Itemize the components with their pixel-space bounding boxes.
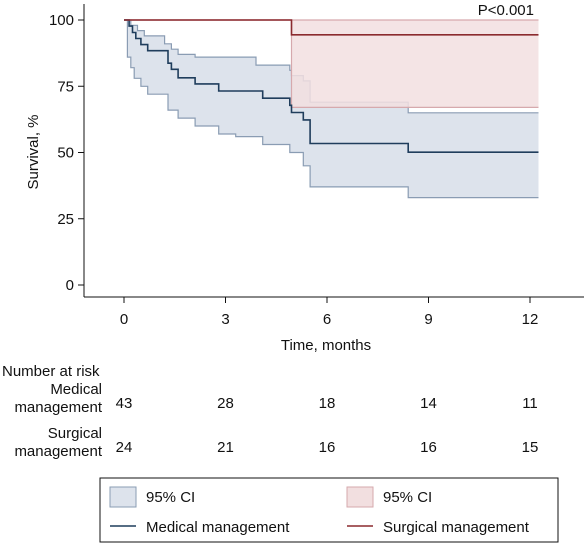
axes: 0 25 50 75 100 0 3 6 9 12	[49, 4, 584, 328]
y-tick-label: 25	[57, 211, 74, 228]
y-tick-label: 50	[57, 145, 74, 162]
risk-row-label: Surgical	[48, 425, 102, 442]
risk-value: 43	[116, 395, 133, 412]
risk-value: 15	[522, 439, 539, 456]
legend-label: 95% CI	[383, 489, 432, 506]
ci-lower-medical	[124, 19, 539, 199]
x-tick-label: 0	[120, 311, 128, 328]
x-tick-label: 3	[221, 311, 229, 328]
ci-band-surgical	[124, 20, 539, 108]
p-value-annotation: P<0.001	[478, 2, 534, 19]
legend-label: Medical management	[146, 519, 290, 536]
x-tick-label: 9	[424, 311, 432, 328]
risk-value: 11	[522, 395, 538, 412]
risk-row-label: management	[14, 443, 102, 460]
risk-value: 28	[217, 395, 234, 412]
survival-line-surgical	[124, 19, 539, 36]
risk-row-label: Medical	[50, 381, 102, 398]
risk-table-title: Number at risk	[2, 363, 100, 380]
risk-value: 16	[319, 439, 336, 456]
legend-frame	[99, 477, 559, 543]
legend-swatch-ci	[109, 486, 137, 508]
y-tick-label: 0	[66, 277, 74, 294]
risk-value: 24	[116, 439, 133, 456]
x-axis-title: Time, months	[281, 337, 371, 354]
legend-swatch-ci	[346, 486, 374, 508]
risk-row-label: management	[14, 399, 102, 416]
x-tick-label: 12	[522, 311, 539, 328]
risk-value: 18	[319, 395, 336, 412]
risk-value: 16	[420, 439, 437, 456]
survival-line-medical	[124, 19, 539, 153]
survival-lines	[124, 19, 539, 153]
ci-band-medical	[124, 20, 539, 198]
legend-label: 95% CI	[146, 489, 195, 506]
y-tick-label: 75	[57, 78, 74, 95]
y-axis-title: Survival, %	[25, 114, 42, 189]
x-tick-label: 6	[323, 311, 331, 328]
risk-value: 14	[420, 395, 437, 412]
y-tick-label: 100	[49, 12, 74, 29]
legend-label: Surgical management	[383, 519, 530, 536]
legend: 95% CI 95% CI Medical management Surgical m…	[99, 477, 559, 543]
ci-bands	[124, 19, 539, 199]
risk-value: 21	[217, 439, 234, 456]
